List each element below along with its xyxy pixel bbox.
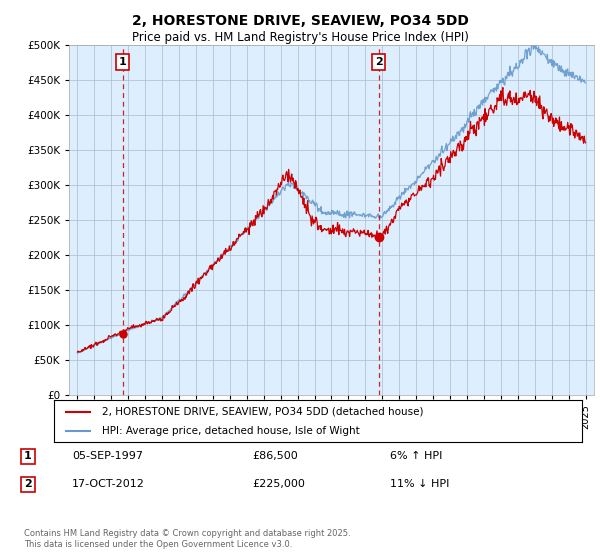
Text: 6% ↑ HPI: 6% ↑ HPI <box>390 451 442 461</box>
Text: 1: 1 <box>24 451 32 461</box>
Text: 2: 2 <box>24 479 32 489</box>
Text: 17-OCT-2012: 17-OCT-2012 <box>72 479 145 489</box>
Text: Price paid vs. HM Land Registry's House Price Index (HPI): Price paid vs. HM Land Registry's House … <box>131 31 469 44</box>
Text: £86,500: £86,500 <box>252 451 298 461</box>
Text: 2, HORESTONE DRIVE, SEAVIEW, PO34 5DD (detached house): 2, HORESTONE DRIVE, SEAVIEW, PO34 5DD (d… <box>101 407 423 417</box>
Text: HPI: Average price, detached house, Isle of Wight: HPI: Average price, detached house, Isle… <box>101 426 359 436</box>
Text: 1: 1 <box>119 57 127 67</box>
Text: 2: 2 <box>375 57 383 67</box>
Text: 05-SEP-1997: 05-SEP-1997 <box>72 451 143 461</box>
Text: £225,000: £225,000 <box>252 479 305 489</box>
Text: 11% ↓ HPI: 11% ↓ HPI <box>390 479 449 489</box>
Text: Contains HM Land Registry data © Crown copyright and database right 2025.
This d: Contains HM Land Registry data © Crown c… <box>24 529 350 549</box>
Text: 2, HORESTONE DRIVE, SEAVIEW, PO34 5DD: 2, HORESTONE DRIVE, SEAVIEW, PO34 5DD <box>131 14 469 28</box>
